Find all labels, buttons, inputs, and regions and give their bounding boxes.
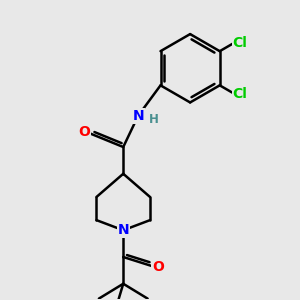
Text: H: H	[148, 113, 158, 126]
Text: Cl: Cl	[232, 86, 247, 100]
Text: O: O	[79, 125, 91, 139]
Text: O: O	[152, 260, 164, 274]
Text: N: N	[132, 109, 144, 123]
Text: Cl: Cl	[232, 36, 247, 50]
Text: N: N	[117, 223, 129, 237]
